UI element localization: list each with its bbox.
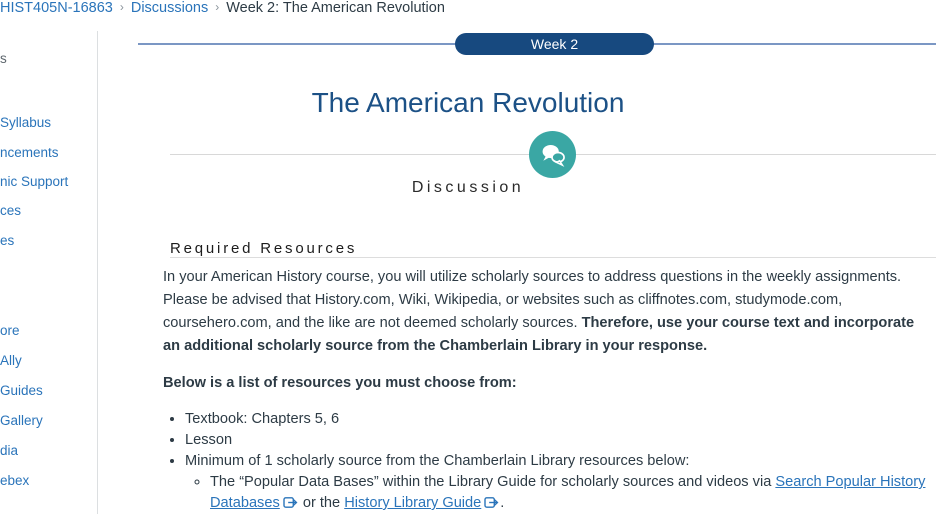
section-label: Discussion (411, 179, 525, 196)
resources-lead: Below is a list of resources you must ch… (163, 375, 517, 391)
sub-item-text: . (500, 495, 505, 511)
intro-paragraph: In your American History course, you wil… (163, 266, 934, 358)
search-popular-history-databases-link[interactable]: Search Popular History Databases (210, 474, 926, 511)
sidebar-item-grades[interactable]: es (0, 233, 15, 248)
list-item-lesson: Lesson (185, 430, 934, 451)
breadcrumb-discussions-link[interactable]: Discussions (130, 0, 209, 16)
breadcrumb-course-link[interactable]: HIST405N-16863 (0, 0, 113, 16)
sidebar-item-announcements[interactable]: ncements (0, 145, 59, 160)
list-item-textbook: Textbook: Chapters 5, 6 (185, 409, 934, 430)
sidebar-item-top[interactable]: s (0, 51, 7, 66)
sub-item-text: The “Popular Data Bases” within the Libr… (210, 474, 776, 490)
list-item-databases: The “Popular Data Bases” within the Libr… (210, 472, 934, 514)
sub-item-text: or the (298, 495, 345, 511)
external-link-icon (283, 495, 298, 514)
week-badge: Week 2 (455, 33, 654, 55)
sidebar-item-syllabus[interactable]: Syllabus (0, 115, 52, 130)
required-resources-heading: Required Resources (170, 240, 358, 257)
breadcrumb: HIST405N-16863 › Discussions › Week 2: The A… (0, 0, 445, 20)
sidebar-divider (97, 31, 98, 514)
list-item-text: Minimum of 1 scholarly source from the C… (185, 453, 690, 469)
list-item-library-minimum: Minimum of 1 scholarly source from the C… (185, 451, 934, 514)
required-resources-rule (170, 257, 936, 258)
sidebar-item-guides[interactable]: Guides (0, 383, 43, 398)
sidebar-item-resources[interactable]: ces (0, 203, 22, 218)
sidebar-item-bookstore[interactable]: ore (0, 323, 20, 338)
discussion-chat-icon (529, 131, 576, 178)
breadcrumb-separator: › (215, 0, 220, 14)
history-library-guide-link[interactable]: History Library Guide (344, 495, 482, 511)
intro-paragraph-text: In your American History course, you wil… (163, 269, 902, 331)
sidebar-item-media[interactable]: dia (0, 443, 19, 458)
library-sublist: The “Popular Data Bases” within the Libr… (185, 472, 934, 514)
sidebar-item-ally[interactable]: Ally (0, 353, 22, 368)
resources-list: Textbook: Chapters 5, 6 Lesson Minimum o… (163, 409, 934, 514)
discussion-body: In your American History course, you wil… (163, 266, 934, 514)
page-title: The American Revolution (311, 86, 625, 118)
breadcrumb-separator: › (119, 0, 124, 14)
intro-paragraph-bold: Therefore, use your course text and inco… (163, 315, 915, 354)
chat-bubbles-glyph (542, 144, 565, 167)
external-link-icon (484, 495, 499, 514)
sidebar-item-gallery[interactable]: Gallery (0, 413, 43, 428)
breadcrumb-current-page: Week 2: The American Revolution (226, 0, 445, 16)
sidebar-item-academic-support[interactable]: nic Support (0, 174, 69, 189)
sidebar-item-webex[interactable]: ebex (0, 473, 30, 488)
